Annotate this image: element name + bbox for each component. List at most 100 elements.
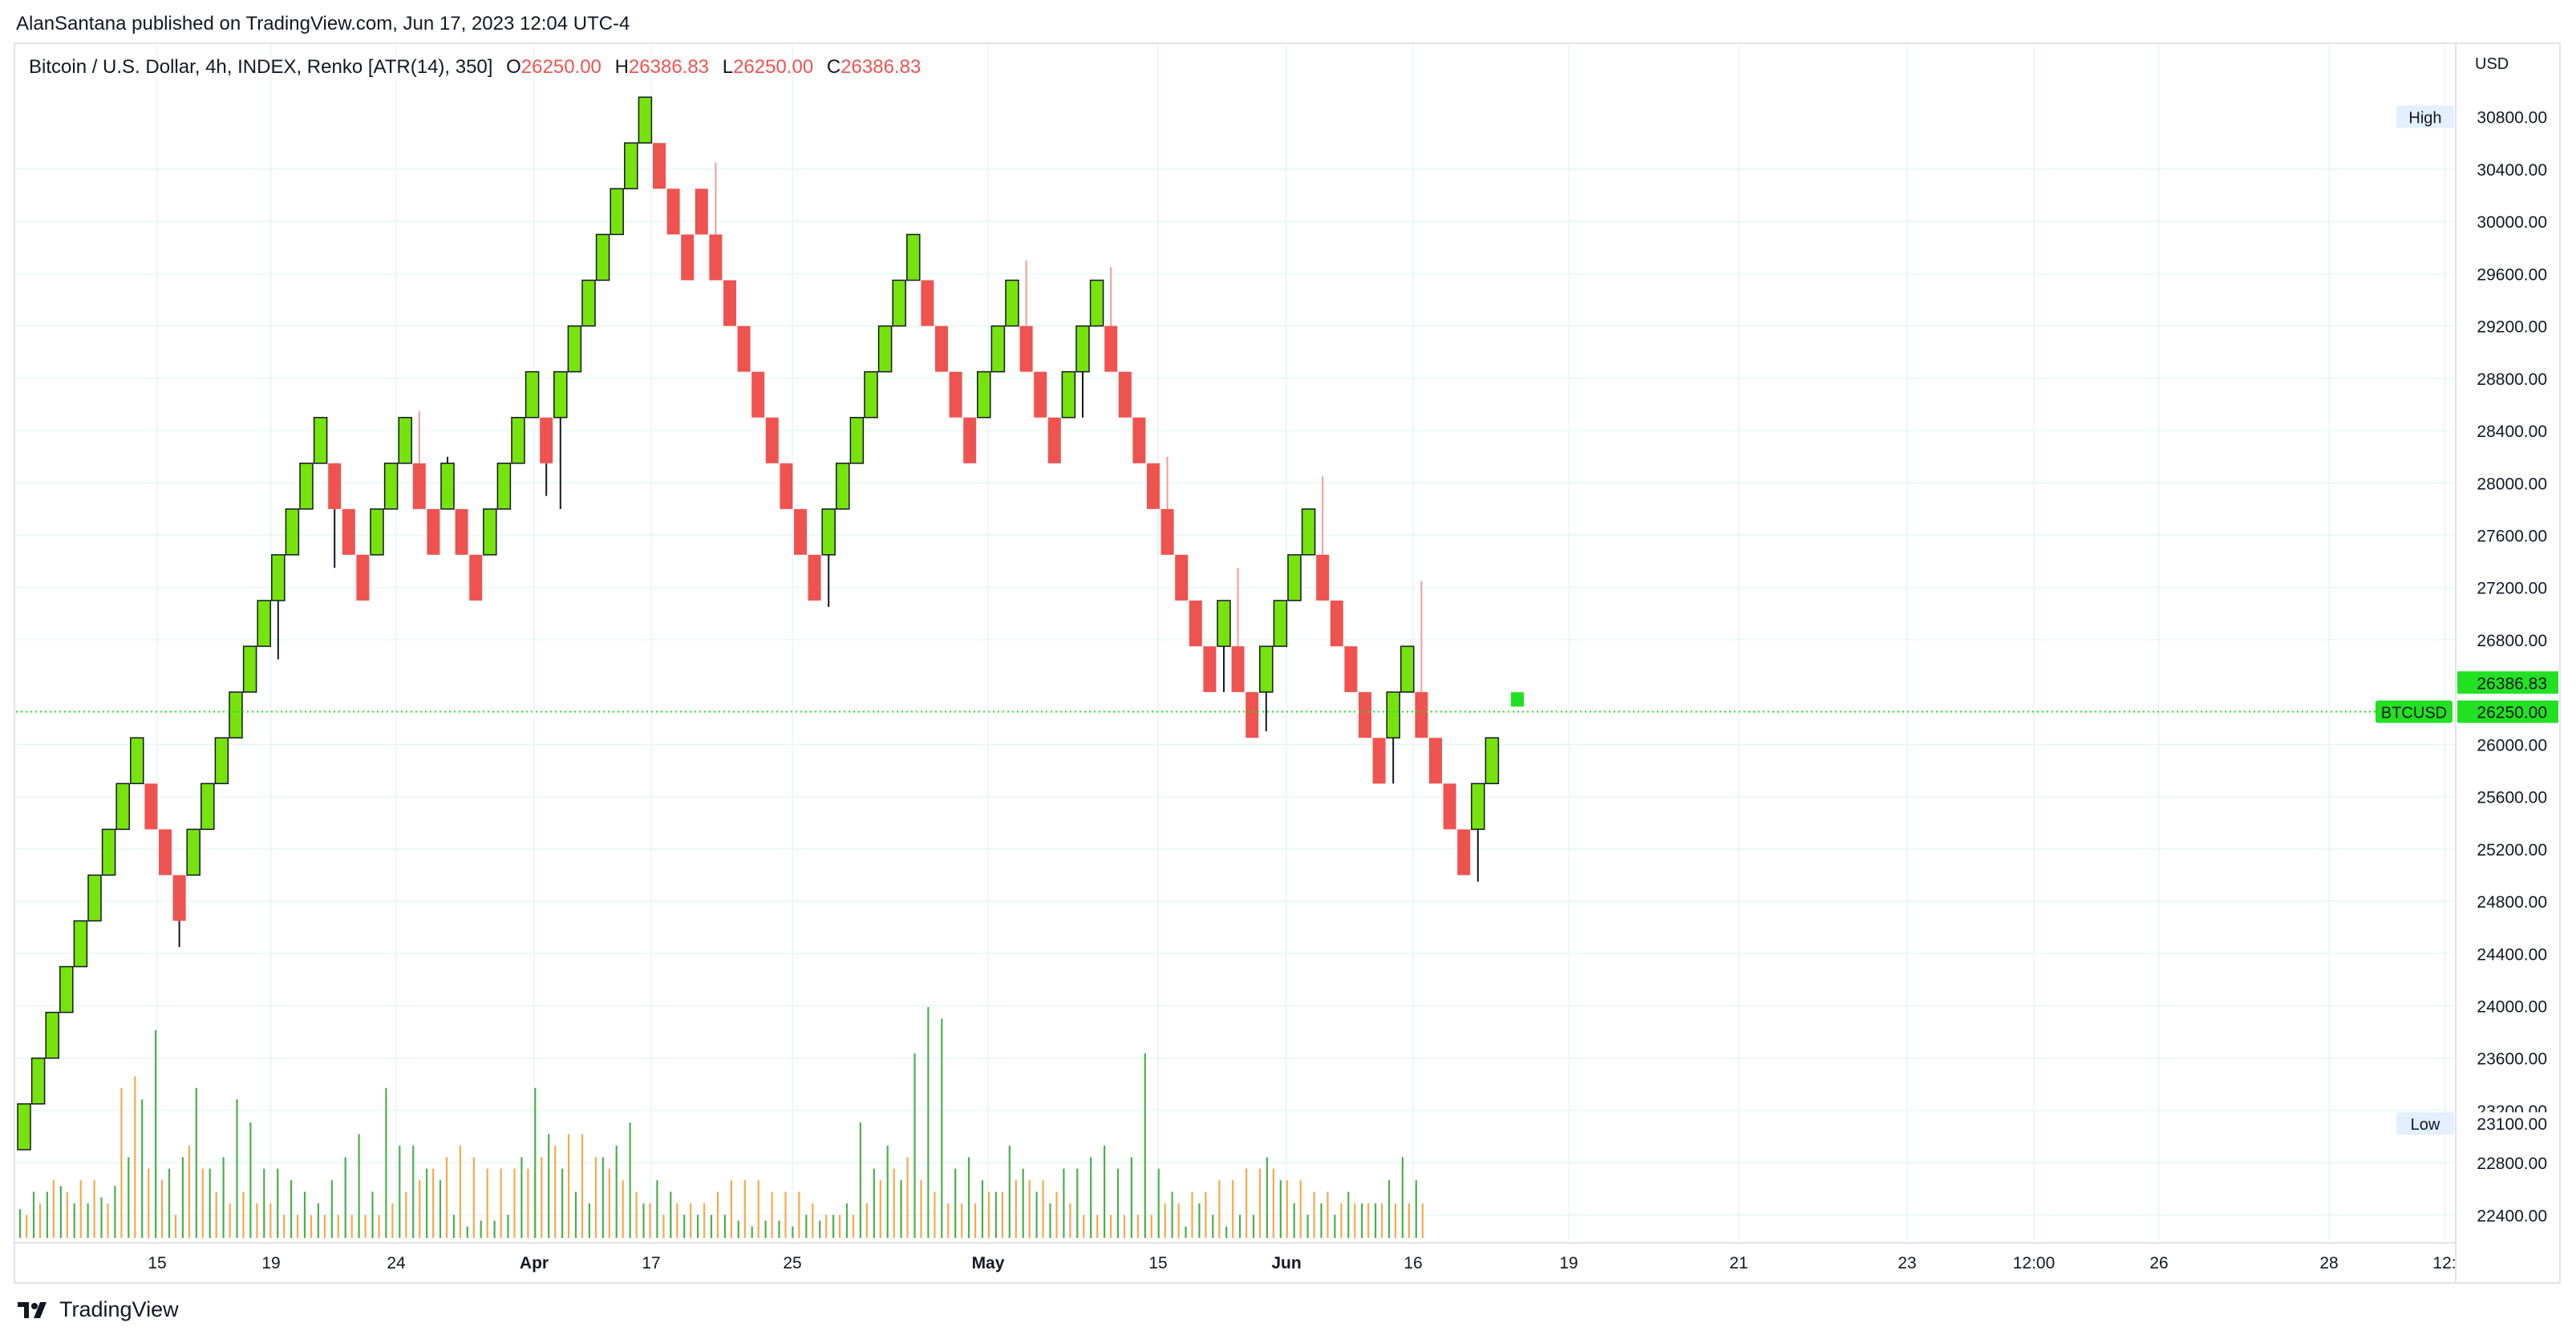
brick-up — [59, 965, 74, 1013]
last-price-tag: BTCUSD 26250.00 — [2376, 700, 2558, 723]
brick-up — [101, 828, 116, 876]
time-tick-label: 15 — [148, 1254, 166, 1272]
volume-bar-down — [1042, 1180, 1044, 1238]
volume-bar-up — [87, 1203, 89, 1238]
legend-symbol: Bitcoin / U.S. Dollar, 4h, INDEX, Renko … — [29, 56, 493, 78]
volume-bar-down — [703, 1203, 706, 1238]
volume-bar-down — [38, 1203, 42, 1238]
volume-bar-up — [588, 1203, 590, 1238]
volume-bar-down — [337, 1215, 339, 1238]
volume-bar-down — [635, 1191, 638, 1238]
time-tick-label: May — [972, 1254, 1005, 1272]
current-price-tag: 26386.83 — [2457, 671, 2558, 694]
volume-bar-up — [697, 1215, 699, 1238]
volume-bar-up — [981, 1180, 984, 1238]
brick-up — [1259, 645, 1274, 693]
currency-label: USD — [2475, 55, 2509, 73]
volume-bar-down — [906, 1157, 909, 1238]
high-marker-value-bg — [2457, 105, 2558, 128]
time-tick-label: 24 — [387, 1254, 406, 1272]
volume-bar-down — [920, 1180, 922, 1238]
volume-bar-up — [209, 1168, 211, 1238]
volume-bar-up — [792, 1226, 794, 1238]
volume-bar-down — [1258, 1168, 1262, 1238]
current-price-bg — [2457, 671, 2558, 694]
time-tick-label: 12: — [2432, 1254, 2456, 1272]
volume-bar-down — [500, 1168, 502, 1238]
last-price-bg — [2457, 700, 2558, 723]
brick-up — [906, 233, 921, 281]
brick-up — [242, 645, 257, 693]
volume-bar-down — [1313, 1191, 1315, 1238]
volume-bar-down — [554, 1145, 557, 1238]
brick-up — [567, 325, 582, 373]
price-tick-label: 27200.00 — [2477, 580, 2547, 598]
volume-bar-up — [1320, 1203, 1322, 1238]
volume-bar-up — [19, 1209, 22, 1238]
volume-bar-down — [608, 1168, 610, 1238]
volume-bar-down — [1150, 1215, 1152, 1238]
volume-bar-up — [277, 1168, 279, 1238]
volume-bar-up — [534, 1087, 537, 1238]
price-axis[interactable]: USD 30400.00 30000.00 29600.00 29200.00 2880… — [2475, 55, 2547, 1225]
volume-bar-up — [1116, 1168, 1120, 1238]
volume-bar-down — [649, 1203, 651, 1238]
volume-bar-down — [1340, 1203, 1343, 1238]
brick-down — [723, 280, 736, 326]
brick-up — [483, 508, 497, 556]
volume-bar-down — [188, 1145, 190, 1238]
brick-down — [1189, 601, 1202, 647]
volume-bar-up — [845, 1203, 849, 1238]
volume-bar-down — [229, 1203, 231, 1238]
volume-bar-up — [114, 1186, 116, 1238]
time-axis[interactable]: 15 19 24 Apr 17 25 May 15 Jun 16 19 21 23 12:00 26 28 12… — [148, 1254, 2456, 1272]
volume-bar-down — [1015, 1180, 1017, 1238]
volume-bar-up — [642, 1203, 645, 1238]
volume-bar-up — [1157, 1168, 1160, 1238]
brick-down — [1316, 554, 1330, 601]
volume-bar-up — [994, 1191, 997, 1238]
volume-bar-down — [1367, 1203, 1370, 1238]
brick-down — [1245, 692, 1259, 738]
legend-low-label: L — [722, 56, 734, 78]
volume-bar-up — [805, 1215, 808, 1238]
brick-up — [1287, 554, 1302, 601]
brick-up — [990, 325, 1006, 373]
brick-down — [540, 417, 553, 463]
volume-bar-up — [670, 1191, 672, 1238]
price-tick-label: 27600.00 — [2477, 527, 2547, 545]
volume-bar-down — [1326, 1191, 1329, 1238]
brick-down — [1344, 646, 1358, 693]
volume-bar-up — [290, 1180, 293, 1238]
volume-bar-up — [832, 1215, 835, 1238]
volume-bar-down — [676, 1203, 678, 1238]
volume-bar-down — [825, 1215, 828, 1238]
brick-up — [610, 188, 624, 236]
volume-bar-down — [215, 1191, 217, 1238]
volume-bar-up — [1361, 1203, 1363, 1238]
volume-bar-down — [947, 1203, 950, 1238]
volume-bar-down — [419, 1180, 421, 1238]
volume-bar-up — [1212, 1215, 1214, 1238]
brick-up — [186, 828, 200, 876]
brick-up — [1471, 783, 1485, 831]
low-marker-value: 23100.00 — [2477, 1115, 2547, 1134]
volume-bar-up — [426, 1168, 428, 1238]
brick-down — [963, 417, 977, 463]
tradingview-brand[interactable]: TradingView — [16, 1297, 179, 1322]
volume-bar-down — [865, 1203, 868, 1238]
brick-down — [695, 188, 708, 235]
volume-bar-up — [155, 1030, 157, 1238]
brick-up — [285, 508, 300, 556]
brick-up — [877, 325, 893, 373]
price-tick-label: 24800.00 — [2477, 893, 2547, 912]
price-tick-label: 30000.00 — [2477, 213, 2547, 232]
time-tick-label: 21 — [1729, 1254, 1748, 1272]
brick-down — [469, 554, 483, 601]
volume-bar-up — [1063, 1168, 1065, 1238]
brick-up — [525, 370, 540, 419]
time-tick-label: 17 — [642, 1254, 660, 1272]
volume-bar-up — [927, 1007, 930, 1238]
price-tick-label: 28000.00 — [2477, 475, 2547, 493]
